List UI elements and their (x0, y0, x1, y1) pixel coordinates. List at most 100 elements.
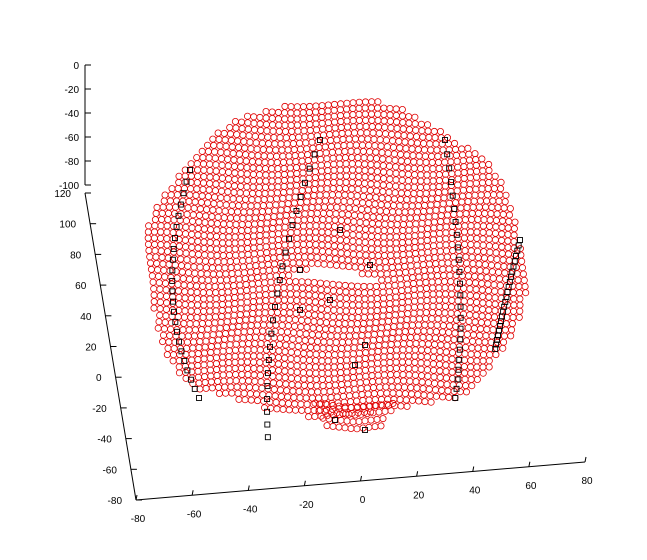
data-point (461, 375, 469, 383)
data-point (261, 309, 269, 317)
data-point (336, 112, 344, 120)
data-point (300, 127, 308, 135)
data-point (287, 109, 295, 117)
data-point (439, 200, 447, 208)
data-point (390, 150, 398, 158)
data-point (346, 326, 354, 334)
data-point (466, 162, 474, 170)
data-point (318, 357, 326, 365)
data-point (162, 286, 170, 294)
data-point (179, 275, 187, 283)
data-point (499, 217, 507, 225)
data-point (500, 338, 508, 346)
data-point (423, 242, 431, 250)
data-point (149, 278, 157, 286)
data-point (196, 205, 204, 213)
data-point (401, 390, 409, 398)
data-point (199, 282, 207, 290)
data-point (242, 195, 250, 203)
data-point (452, 199, 460, 207)
data-point (243, 358, 251, 366)
data-point (285, 406, 293, 414)
data-point (469, 337, 477, 345)
data-point (377, 389, 385, 397)
data-point (187, 301, 195, 309)
data-point (270, 260, 278, 268)
data-point (250, 238, 258, 246)
data-point (166, 197, 174, 205)
data-point (431, 212, 439, 220)
data-point (394, 257, 402, 265)
data-point (417, 171, 425, 179)
data-point (245, 256, 253, 264)
data-point (411, 171, 419, 179)
data-point (312, 369, 320, 377)
data-point (389, 328, 397, 336)
data-point (262, 365, 270, 373)
data-point (355, 367, 363, 375)
data-point (262, 237, 270, 245)
data-point (279, 315, 287, 323)
data-point (327, 136, 335, 144)
data-point (425, 260, 433, 268)
data-point (278, 321, 286, 329)
data-point (496, 281, 504, 289)
data-point (159, 338, 167, 346)
data-point (420, 391, 428, 399)
data-point (466, 298, 474, 306)
data-point (417, 346, 425, 354)
data-point (172, 267, 180, 275)
data-point (253, 390, 261, 398)
data-point (398, 298, 406, 306)
data-point (460, 228, 468, 236)
data-point (307, 337, 315, 345)
data-point (222, 389, 230, 397)
data-point (318, 108, 326, 116)
data-point (385, 188, 393, 196)
data-point (299, 228, 307, 236)
data-point (255, 303, 263, 311)
data-point (243, 286, 251, 294)
data-point (302, 139, 310, 147)
data-point (250, 226, 258, 234)
data-point (187, 307, 195, 315)
data-point (452, 271, 460, 279)
data-point (265, 207, 273, 215)
data-point (343, 356, 351, 364)
data-point (468, 215, 476, 223)
data-point (291, 400, 299, 408)
data-point (194, 237, 202, 245)
data-point (270, 213, 278, 221)
data-point (360, 186, 368, 194)
data-point (299, 240, 307, 248)
data-point (359, 396, 367, 404)
data-point (448, 170, 456, 178)
data-point (274, 236, 282, 244)
data-point (442, 241, 450, 249)
data-point (404, 177, 412, 185)
y-tick-label: 0 (96, 373, 102, 384)
data-point-square (454, 376, 461, 383)
data-point (478, 161, 486, 169)
data-point (514, 276, 522, 284)
data-point (243, 176, 251, 184)
data-point (504, 224, 512, 232)
data-point (411, 358, 419, 366)
data-point (270, 133, 278, 141)
data-point (324, 167, 332, 175)
data-point (435, 164, 443, 172)
data-point (356, 373, 364, 381)
data-point (181, 172, 189, 180)
data-point (292, 284, 300, 292)
data-point (475, 338, 483, 346)
data-point (305, 180, 313, 188)
data-point (442, 361, 450, 369)
data-point (336, 300, 344, 308)
data-point (376, 207, 384, 215)
data-point (324, 357, 332, 365)
data-point (200, 238, 208, 246)
data-point (417, 291, 425, 299)
data-point (261, 189, 269, 197)
data-point (442, 374, 450, 382)
data-point (429, 353, 437, 361)
